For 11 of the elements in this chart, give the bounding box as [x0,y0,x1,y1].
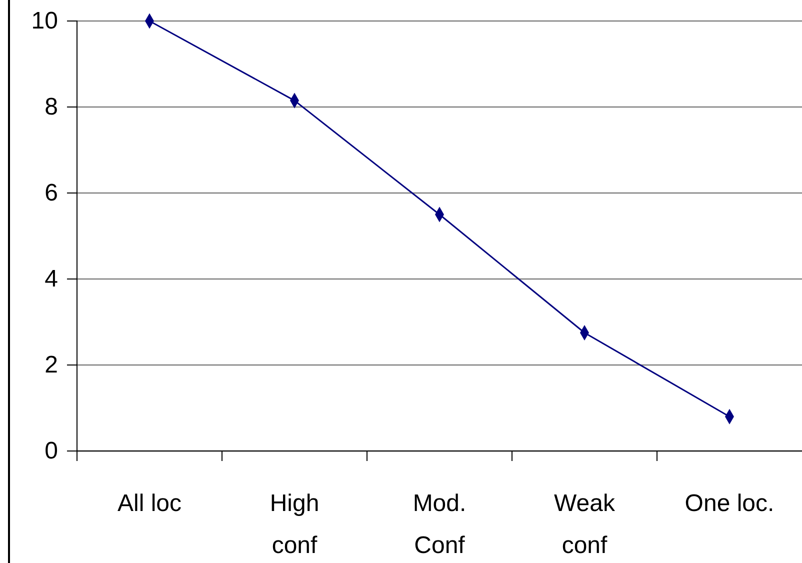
y-tick-label: 10 [31,8,58,35]
x-tick-label: All loc [117,490,182,517]
y-tick-label: 4 [44,266,58,293]
y-tick-label: 6 [44,180,58,207]
x-tick-label: Weak conf [554,490,616,559]
x-tick-label: Mod. Conf [412,490,466,559]
y-tick-label: 8 [44,94,58,121]
y-tick-label: 0 [44,438,58,465]
y-tick-label: 2 [44,352,58,379]
x-tick-label: One loc. [684,490,774,517]
x-tick-label: High conf [270,490,320,559]
